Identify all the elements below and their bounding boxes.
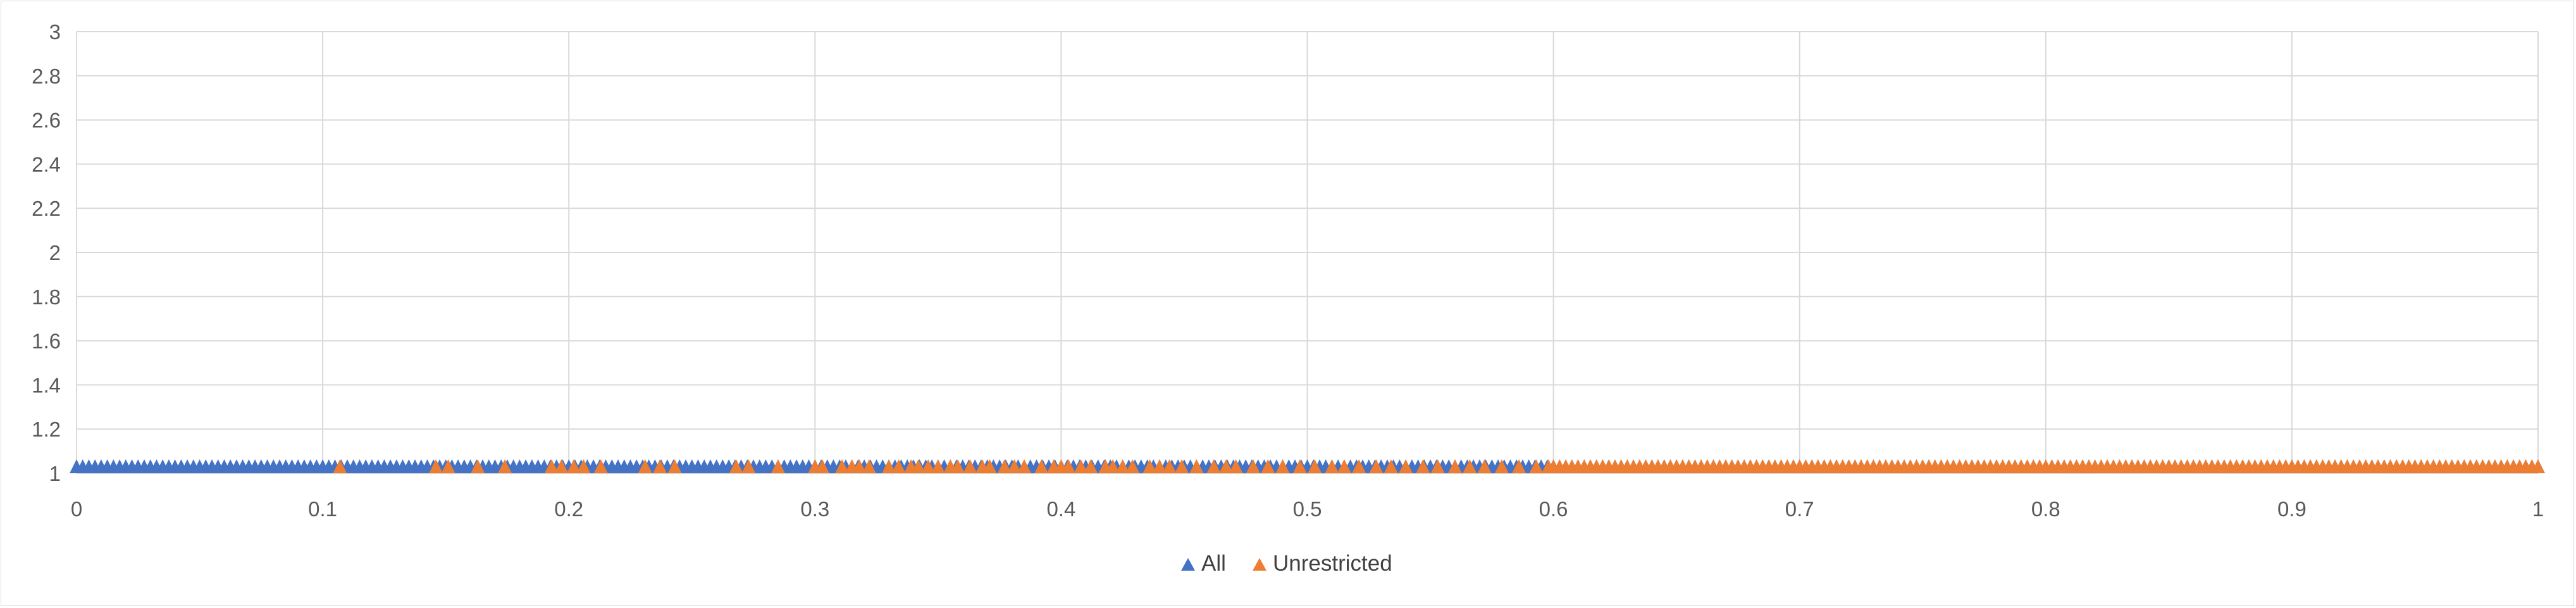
series-unrestricted [333, 459, 2545, 473]
point-unrestricted [771, 459, 785, 473]
point-unrestricted [741, 459, 756, 473]
legend-unrestricted-label: Unrestricted [1273, 551, 1392, 576]
point-unrestricted [638, 459, 652, 473]
x-axis: 0 0.1 0.2 0.3 0.4 0.5 0.6 0.7 0.8 0.9 1 [71, 497, 2544, 521]
point-unrestricted [1219, 459, 1234, 473]
y-tick-label: 3 [49, 20, 61, 44]
x-tick-label: 0.6 [1539, 497, 1568, 521]
point-unrestricted [1529, 459, 1544, 473]
point-unrestricted [498, 459, 512, 473]
x-tick-label: 0.3 [800, 497, 829, 521]
y-tick-label: 1 [49, 462, 61, 485]
y-tick-label: 2.8 [32, 65, 61, 88]
point-unrestricted [1106, 459, 1120, 473]
point-unrestricted [593, 459, 608, 473]
point-unrestricted [1206, 459, 1221, 473]
point-unrestricted [729, 459, 743, 473]
point-unrestricted [1062, 459, 1076, 473]
point-unrestricted [1369, 459, 1384, 473]
point-unrestricted [2531, 459, 2545, 473]
x-tick-label: 0.7 [1785, 497, 1814, 521]
point-unrestricted [1017, 459, 1032, 473]
x-tick-label: 0.9 [2277, 497, 2307, 521]
point-unrestricted [982, 459, 997, 473]
point-unrestricted [862, 459, 876, 473]
y-tick-label: 1.2 [32, 418, 61, 441]
point-unrestricted [1477, 459, 1492, 473]
legend: All Unrestricted [1181, 551, 1392, 576]
legend-all-label: All [1201, 551, 1226, 576]
point-unrestricted [963, 459, 977, 473]
point-unrestricted [1246, 459, 1260, 473]
point-unrestricted [554, 459, 569, 473]
point-unrestricted [835, 459, 850, 473]
point-unrestricted [1162, 459, 1177, 473]
point-unrestricted [1292, 459, 1307, 473]
point-unrestricted [815, 459, 829, 473]
point-unrestricted [471, 459, 485, 473]
point-unrestricted [921, 459, 936, 473]
point-unrestricted [1399, 459, 1413, 473]
point-unrestricted [1463, 459, 1477, 473]
point-unrestricted [1494, 459, 1509, 473]
point-unrestricted [441, 459, 455, 473]
point-unrestricted [1034, 459, 1049, 473]
point-unrestricted [1142, 459, 1157, 473]
point-unrestricted [333, 459, 347, 473]
gridlines [76, 31, 2539, 474]
y-tick-label: 1.6 [32, 330, 61, 353]
y-tick-label: 1.4 [32, 373, 61, 397]
point-unrestricted [1125, 459, 1140, 473]
x-tick-label: 0.5 [1293, 497, 1322, 521]
point-unrestricted [1512, 459, 1526, 473]
point-unrestricted [667, 459, 682, 473]
point-unrestricted [1337, 459, 1351, 473]
point-unrestricted [997, 459, 1012, 473]
point-unrestricted [1447, 459, 1462, 473]
point-unrestricted [891, 459, 906, 473]
y-tick-label: 1.8 [32, 285, 61, 309]
point-unrestricted [1352, 459, 1366, 473]
point-unrestricted [1189, 459, 1204, 473]
y-tick-label: 2.4 [32, 152, 61, 176]
point-unrestricted [1430, 459, 1445, 473]
x-tick-label: 1 [2532, 497, 2544, 521]
point-unrestricted [1007, 459, 1022, 473]
point-unrestricted [1308, 459, 1322, 473]
x-tick-label: 0.4 [1046, 497, 1075, 521]
point-unrestricted [1175, 459, 1189, 473]
x-tick-label: 0.8 [2031, 497, 2060, 521]
point-unrestricted [544, 459, 559, 473]
y-tick-label: 2.2 [32, 197, 61, 220]
point-unrestricted [911, 459, 926, 473]
point-unrestricted [1153, 459, 1167, 473]
x-tick-label: 0 [71, 497, 82, 521]
point-unrestricted [653, 459, 667, 473]
point-unrestricted [1275, 459, 1290, 473]
point-unrestricted [1261, 459, 1275, 473]
point-unrestricted [1115, 459, 1130, 473]
point-unrestricted [1074, 459, 1088, 473]
point-unrestricted [429, 459, 443, 473]
point-unrestricted [1084, 459, 1098, 473]
point-unrestricted [1416, 459, 1430, 473]
y-tick-label: 2 [49, 241, 61, 264]
point-unrestricted [852, 459, 867, 473]
point-unrestricted [1384, 459, 1398, 473]
point-unrestricted [882, 459, 896, 473]
legend-all-marker [1181, 558, 1195, 571]
x-tick-label: 0.2 [554, 497, 583, 521]
point-unrestricted [950, 459, 965, 473]
legend-unrestricted-marker [1253, 558, 1266, 571]
y-axis: 1 1.2 1.4 1.6 1.8 2 2.2 2.4 2.6 2.8 3 [32, 20, 61, 485]
point-unrestricted [931, 459, 945, 473]
point-unrestricted [566, 459, 581, 473]
point-unrestricted [576, 459, 591, 473]
y-tick-label: 2.6 [32, 109, 61, 132]
x-tick-label: 0.1 [308, 497, 337, 521]
point-unrestricted [1229, 459, 1243, 473]
point-unrestricted [1325, 459, 1339, 473]
